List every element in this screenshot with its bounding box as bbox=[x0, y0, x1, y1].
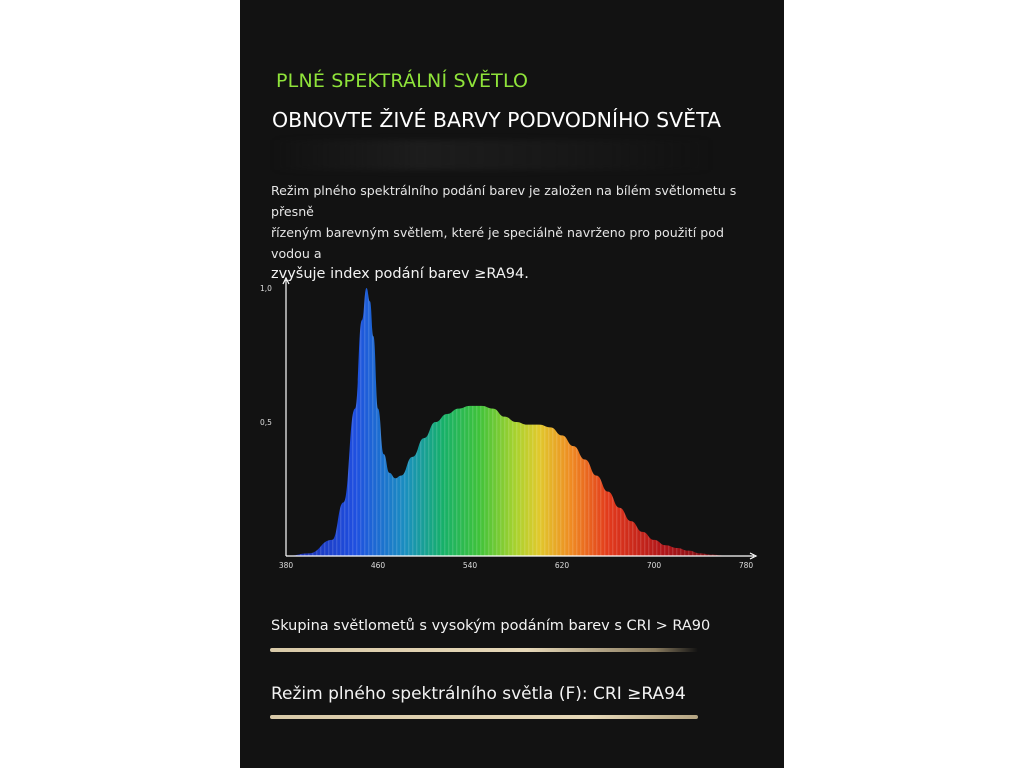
blurred-subtitle bbox=[272, 140, 712, 170]
description-line-1: Režim plného spektrálního podání barev j… bbox=[271, 183, 737, 219]
spectrum-area-layer bbox=[286, 288, 746, 556]
y-tick-label: 0,5 bbox=[260, 418, 272, 427]
chart-axes bbox=[282, 276, 758, 560]
y-tick-label: 1,0 bbox=[260, 284, 272, 293]
description-line-2: řízeným barevným světlem, které je speci… bbox=[271, 225, 724, 261]
x-axis-arrow bbox=[749, 552, 758, 560]
section-kicker: PLNÉ SPEKTRÁLNÍ SVĚTLO bbox=[276, 70, 529, 92]
description-line-3: zvyšuje index podání barev ≥RA94. bbox=[271, 266, 529, 282]
spectrum-chart: 380 460 540 620 700 780 1,0 0,5 bbox=[260, 276, 758, 570]
x-tick-label: 540 bbox=[463, 561, 478, 570]
page-title: OBNOVTE ŽIVÉ BARVY PODVODNÍHO SVĚTA bbox=[272, 108, 722, 132]
x-tick-label: 380 bbox=[279, 561, 294, 570]
x-tick-label: 620 bbox=[555, 561, 570, 570]
chart-ticks: 380 460 540 620 700 780 1,0 0,5 bbox=[260, 284, 753, 570]
spectrum-panel: PLNÉ SPEKTRÁLNÍ SVĚTLO OBNOVTE ŽIVÉ BARV… bbox=[240, 0, 784, 768]
x-tick-label: 700 bbox=[647, 561, 662, 570]
x-tick-label: 780 bbox=[739, 561, 754, 570]
cri-standard-bar bbox=[270, 648, 698, 652]
y-axis-arrow bbox=[282, 276, 290, 285]
description: Režim plného spektrálního podání barev j… bbox=[271, 180, 751, 285]
spectrum-area-stripes bbox=[286, 288, 746, 556]
x-tick-label: 460 bbox=[371, 561, 386, 570]
cri-full-spectrum-label: Režim plného spektrálního světla (F): CR… bbox=[271, 684, 686, 704]
cri-standard-label: Skupina světlometů s vysokým podáním bar… bbox=[271, 618, 711, 634]
cri-full-spectrum-bar bbox=[270, 715, 698, 719]
